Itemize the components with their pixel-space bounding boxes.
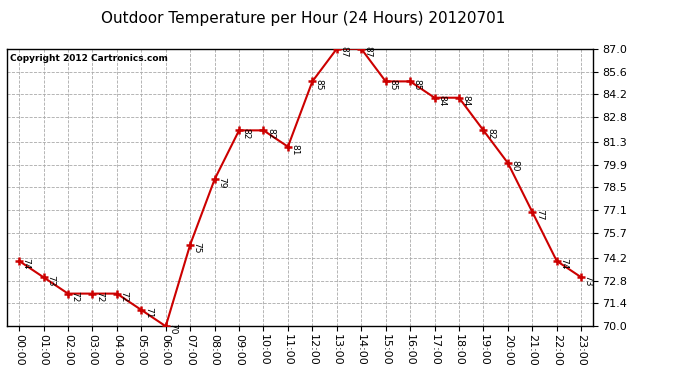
Text: 87: 87: [364, 46, 373, 57]
Text: 87: 87: [339, 46, 348, 57]
Text: 70: 70: [168, 324, 177, 335]
Text: 72: 72: [70, 291, 79, 302]
Text: 85: 85: [315, 79, 324, 90]
Text: 85: 85: [388, 79, 397, 90]
Text: 74: 74: [559, 258, 568, 270]
Text: 84: 84: [437, 95, 446, 106]
Text: 77: 77: [535, 209, 544, 221]
Text: 71: 71: [144, 307, 152, 319]
Text: Outdoor Temperature per Hour (24 Hours) 20120701: Outdoor Temperature per Hour (24 Hours) …: [101, 11, 506, 26]
Text: 82: 82: [241, 128, 250, 139]
Text: 81: 81: [290, 144, 299, 155]
Text: 72: 72: [119, 291, 128, 302]
Text: 80: 80: [511, 160, 520, 172]
Text: 82: 82: [486, 128, 495, 139]
Text: 75: 75: [193, 242, 201, 254]
Text: 82: 82: [266, 128, 275, 139]
Text: 85: 85: [413, 79, 422, 90]
Text: 84: 84: [462, 95, 471, 106]
Text: Copyright 2012 Cartronics.com: Copyright 2012 Cartronics.com: [10, 54, 168, 63]
Text: 72: 72: [95, 291, 104, 302]
Text: 73: 73: [46, 274, 55, 286]
Text: 74: 74: [21, 258, 30, 270]
Text: 79: 79: [217, 177, 226, 188]
Text: 73: 73: [584, 274, 593, 286]
